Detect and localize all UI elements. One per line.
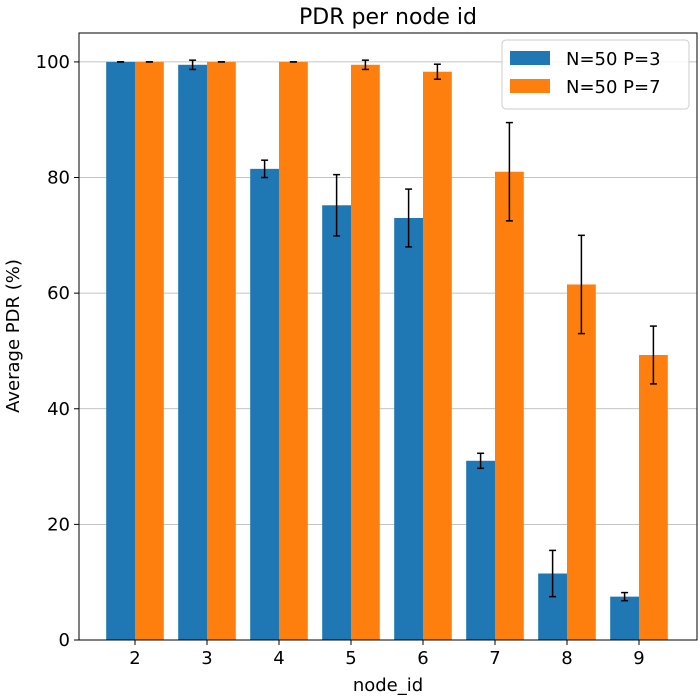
legend: N=50 P=3 N=50 P=7 [501, 39, 690, 110]
bar [610, 596, 639, 640]
x-tick-label: 4 [273, 648, 284, 669]
bar [279, 61, 308, 640]
bar [495, 171, 524, 640]
x-tick-label: 5 [345, 648, 356, 669]
y-tick-label: 60 [47, 283, 70, 304]
legend-swatch [510, 79, 550, 93]
y-tick-label: 80 [47, 168, 70, 189]
bar [394, 217, 423, 640]
bar [135, 61, 164, 640]
x-tick-label: 9 [633, 648, 644, 669]
y-axis-label: Average PDR (%) [3, 259, 24, 413]
bar [567, 284, 596, 640]
legend-label: N=50 P=3 [566, 49, 661, 70]
bar [351, 64, 380, 641]
bar [466, 460, 495, 640]
x-tick-label: 3 [201, 648, 212, 669]
bar [423, 71, 452, 641]
x-tick-label: 8 [561, 648, 572, 669]
y-tick-label: 0 [59, 630, 70, 651]
x-tick-label: 2 [129, 648, 140, 669]
bar [250, 168, 279, 640]
y-tick-label: 40 [47, 399, 70, 420]
legend-label: N=50 P=7 [566, 77, 661, 98]
y-axis: 0 20 40 60 80 100 [36, 52, 79, 651]
plot-frame [78, 32, 698, 641]
bar [322, 205, 351, 640]
bars [106, 61, 668, 641]
x-tick-label: 6 [417, 648, 428, 669]
x-tick-label: 7 [489, 648, 500, 669]
x-axis: 2 3 4 5 6 7 8 9 [129, 640, 645, 669]
x-axis-label: node_id [353, 675, 423, 696]
bar [178, 64, 207, 641]
y-tick-label: 100 [36, 52, 70, 73]
bar [639, 354, 668, 640]
error-bars [117, 59, 657, 602]
bar [207, 61, 236, 640]
bar [106, 61, 135, 640]
y-tick-label: 20 [47, 514, 70, 535]
legend-swatch [510, 51, 550, 65]
chart-title: PDR per node id [299, 5, 477, 30]
